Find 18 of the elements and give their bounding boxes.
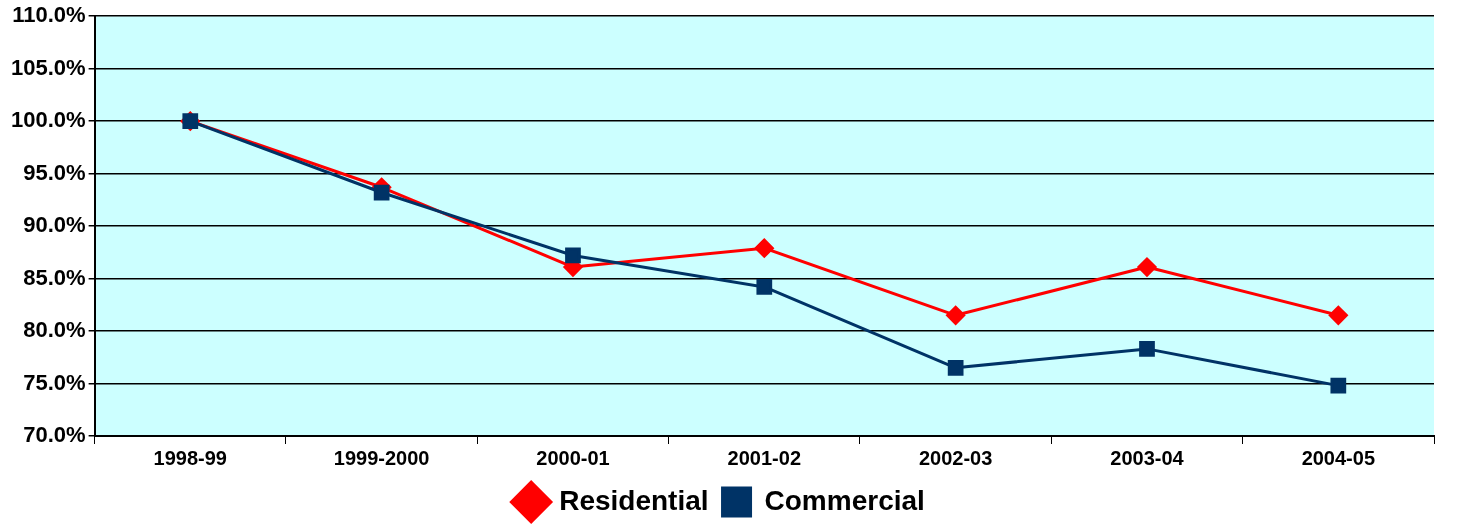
- x-tick-label: 2002-03: [918, 446, 993, 469]
- y-tick-label: 80.0%: [23, 317, 86, 343]
- x-tick-label: 2000-01: [536, 446, 610, 469]
- x-tick-label: 2003-04: [1110, 446, 1185, 469]
- x-tick-label: 1999-2000: [333, 446, 430, 469]
- y-tick-label: 110.0%: [12, 2, 86, 28]
- x-tick-label: 2001-02: [727, 446, 802, 469]
- y-tick-label: 70.0%: [23, 422, 86, 448]
- legend-label: Residential: [559, 484, 709, 516]
- y-tick-label: 100.0%: [10, 107, 86, 133]
- y-tick-label: 95.0%: [23, 159, 86, 185]
- y-tick-label: 75.0%: [23, 369, 86, 395]
- y-tick-label: 90.0%: [23, 212, 86, 238]
- x-tick-label: 1998-99: [153, 446, 227, 469]
- y-tick-label: 105.0%: [10, 54, 86, 80]
- legend-label: Commercial: [764, 484, 925, 516]
- y-tick-label: 85.0%: [23, 264, 86, 290]
- x-tick-label: 2004-05: [1301, 446, 1376, 469]
